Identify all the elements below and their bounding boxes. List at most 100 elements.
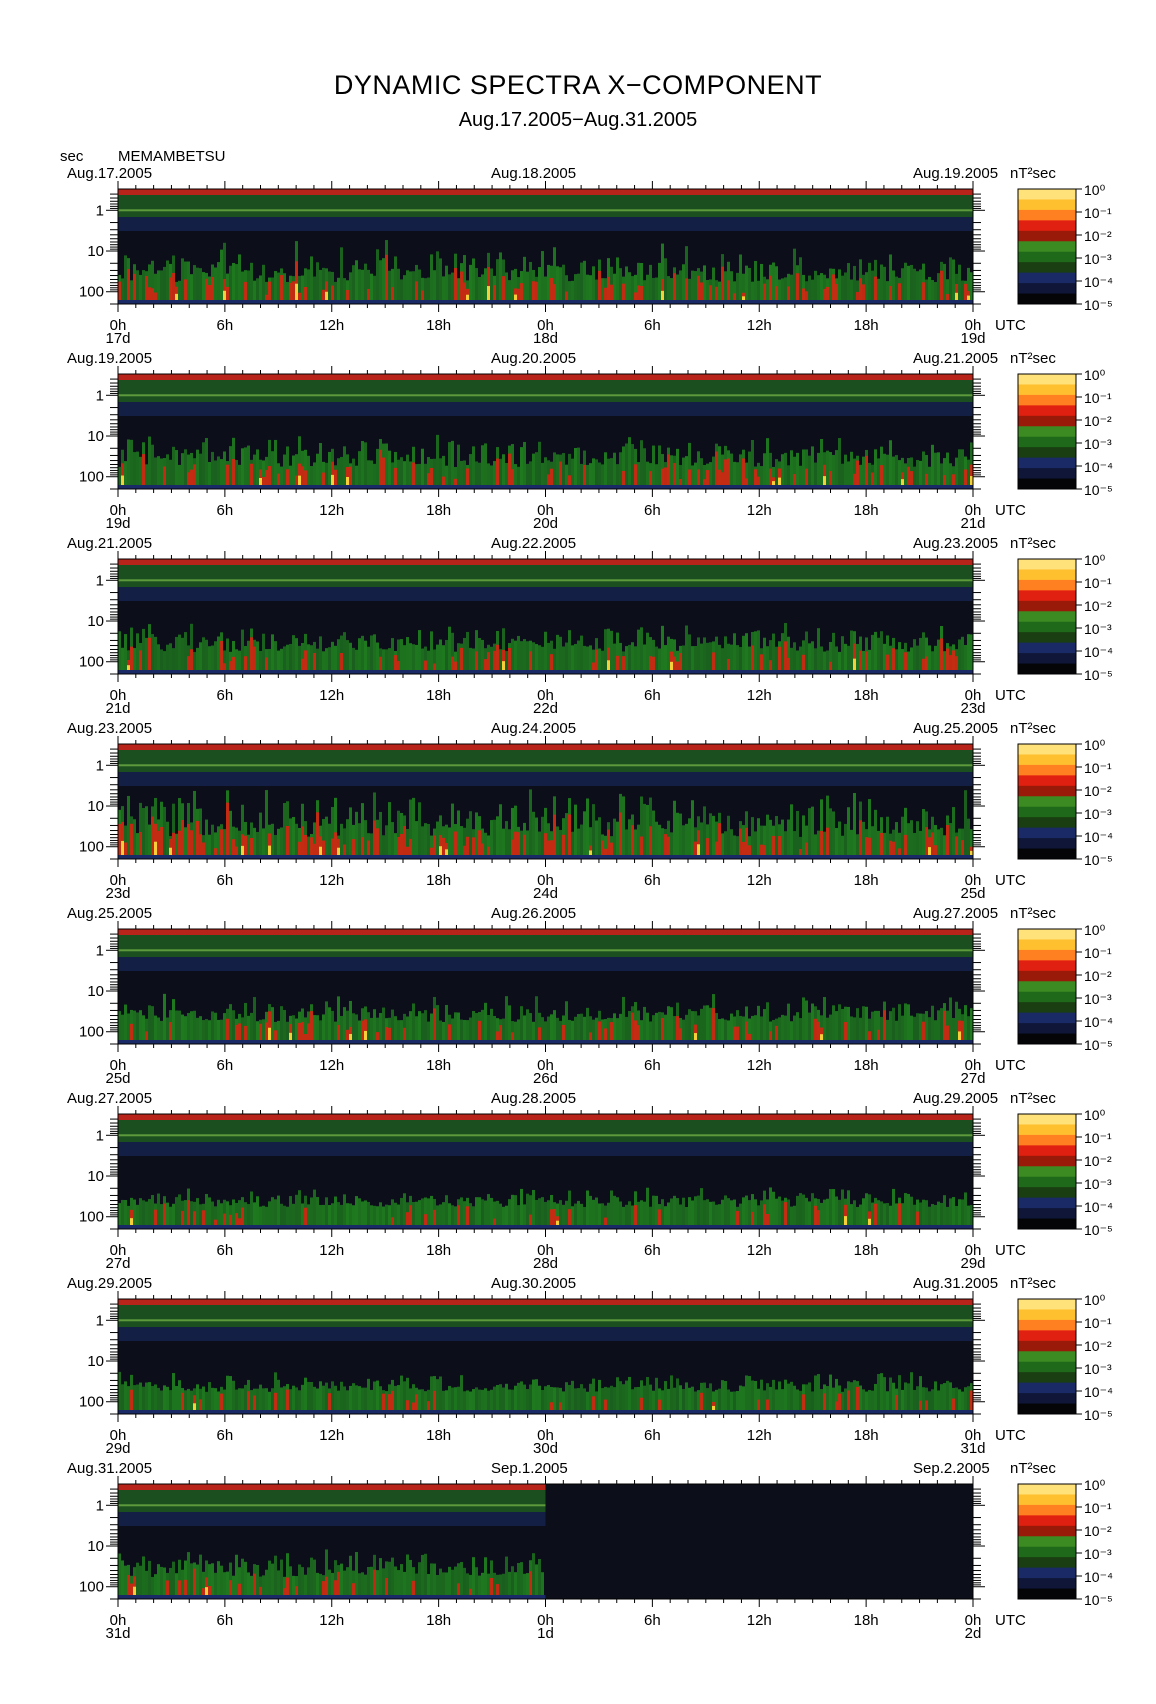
colorbar-segment bbox=[1018, 663, 1076, 675]
colorbar-segment bbox=[1018, 1361, 1076, 1373]
activity-column bbox=[289, 465, 292, 489]
activity-column bbox=[295, 475, 298, 487]
activity-column bbox=[712, 1405, 715, 1410]
activity-column bbox=[409, 461, 412, 489]
panel-mid-date: Aug.28.2005 bbox=[491, 1090, 577, 1107]
activity-column bbox=[964, 644, 967, 674]
day-label: 17d bbox=[105, 330, 130, 347]
activity-column bbox=[295, 1586, 298, 1597]
activity-column bbox=[529, 651, 532, 672]
activity-column bbox=[925, 454, 928, 489]
activity-column bbox=[745, 1375, 748, 1414]
activity-column bbox=[262, 1388, 265, 1414]
colorbar-tick-label: 10⁻⁵ bbox=[1084, 297, 1113, 313]
activity-column bbox=[274, 1199, 277, 1229]
activity-column bbox=[160, 649, 163, 674]
activity-column bbox=[901, 1389, 904, 1414]
activity-column bbox=[361, 635, 364, 674]
colorbar-segment bbox=[1018, 1351, 1076, 1363]
colorbar-frame bbox=[1017, 188, 1077, 305]
activity-column bbox=[787, 657, 790, 672]
activity-column bbox=[280, 466, 283, 489]
colorbar-unit-label: nT²sec bbox=[1010, 165, 1056, 182]
activity-column bbox=[304, 286, 307, 302]
activity-column bbox=[610, 1190, 613, 1229]
activity-column bbox=[127, 1205, 130, 1229]
activity-column bbox=[469, 1574, 472, 1599]
activity-column bbox=[412, 797, 415, 859]
activity-column bbox=[670, 832, 673, 859]
activity-column bbox=[121, 278, 124, 304]
activity-column bbox=[685, 823, 688, 859]
activity-column bbox=[421, 1198, 424, 1229]
activity-column bbox=[442, 276, 445, 304]
activity-column bbox=[295, 1387, 298, 1414]
activity-column bbox=[820, 438, 823, 489]
activity-column bbox=[535, 1199, 538, 1229]
colorbar-tick-label: 10⁻² bbox=[1084, 413, 1112, 429]
activity-column bbox=[748, 451, 751, 489]
activity-column bbox=[730, 1391, 733, 1414]
activity-column bbox=[325, 462, 328, 489]
activity-column bbox=[580, 1203, 583, 1229]
activity-column bbox=[946, 1025, 949, 1042]
activity-column bbox=[217, 636, 220, 674]
activity-column bbox=[169, 1022, 172, 1042]
activity-column bbox=[700, 1392, 703, 1412]
activity-column bbox=[481, 1572, 484, 1599]
activity-column bbox=[574, 1203, 577, 1229]
activity-column bbox=[802, 1394, 805, 1412]
activity-column bbox=[346, 1029, 349, 1042]
activity-column bbox=[736, 836, 739, 859]
activity-column bbox=[367, 840, 370, 857]
activity-column bbox=[487, 846, 490, 857]
activity-column bbox=[895, 822, 898, 859]
activity-column bbox=[754, 469, 757, 487]
activity-column bbox=[553, 452, 556, 489]
activity-column bbox=[736, 1390, 739, 1414]
activity-column bbox=[436, 1205, 439, 1229]
activity-column bbox=[304, 834, 307, 857]
activity-column bbox=[292, 1015, 295, 1044]
activity-column bbox=[415, 1201, 418, 1229]
activity-column bbox=[397, 459, 400, 489]
colorbar-tick-label: 10⁻⁵ bbox=[1084, 1222, 1113, 1238]
colorbar-tick-label: 10⁻¹ bbox=[1084, 575, 1112, 591]
activity-column bbox=[907, 1193, 910, 1229]
activity-column bbox=[529, 1571, 532, 1597]
activity-column bbox=[187, 656, 190, 672]
colorbar-tick-label: 10⁻² bbox=[1084, 1523, 1112, 1539]
activity-column bbox=[220, 1203, 223, 1229]
activity-column bbox=[193, 651, 196, 674]
activity-column bbox=[958, 1020, 961, 1042]
activity-column bbox=[718, 1204, 721, 1229]
activity-column bbox=[778, 836, 781, 857]
activity-column bbox=[271, 823, 274, 859]
activity-column bbox=[718, 1388, 721, 1414]
activity-column bbox=[793, 642, 796, 674]
activity-column bbox=[703, 464, 706, 489]
activity-column bbox=[322, 1581, 325, 1597]
activity-column bbox=[862, 821, 865, 859]
activity-column bbox=[700, 643, 703, 674]
activity-column bbox=[217, 826, 220, 859]
activity-column bbox=[292, 281, 295, 302]
activity-column bbox=[574, 804, 577, 859]
activity-column bbox=[757, 1005, 760, 1044]
activity-column bbox=[634, 646, 637, 674]
activity-column bbox=[538, 1198, 541, 1229]
activity-column bbox=[832, 811, 835, 859]
activity-column bbox=[478, 1389, 481, 1414]
activity-column bbox=[811, 641, 814, 674]
activity-column bbox=[535, 644, 538, 674]
colorbar-segment bbox=[1018, 949, 1076, 961]
activity-column bbox=[238, 1567, 241, 1599]
activity-column bbox=[280, 1203, 283, 1229]
long-period-activity bbox=[118, 240, 973, 304]
activity-column bbox=[727, 458, 730, 487]
activity-column bbox=[742, 1016, 745, 1044]
activity-column bbox=[601, 840, 604, 857]
activity-column bbox=[127, 1013, 130, 1044]
activity-column bbox=[625, 266, 628, 304]
activity-column bbox=[592, 662, 595, 672]
